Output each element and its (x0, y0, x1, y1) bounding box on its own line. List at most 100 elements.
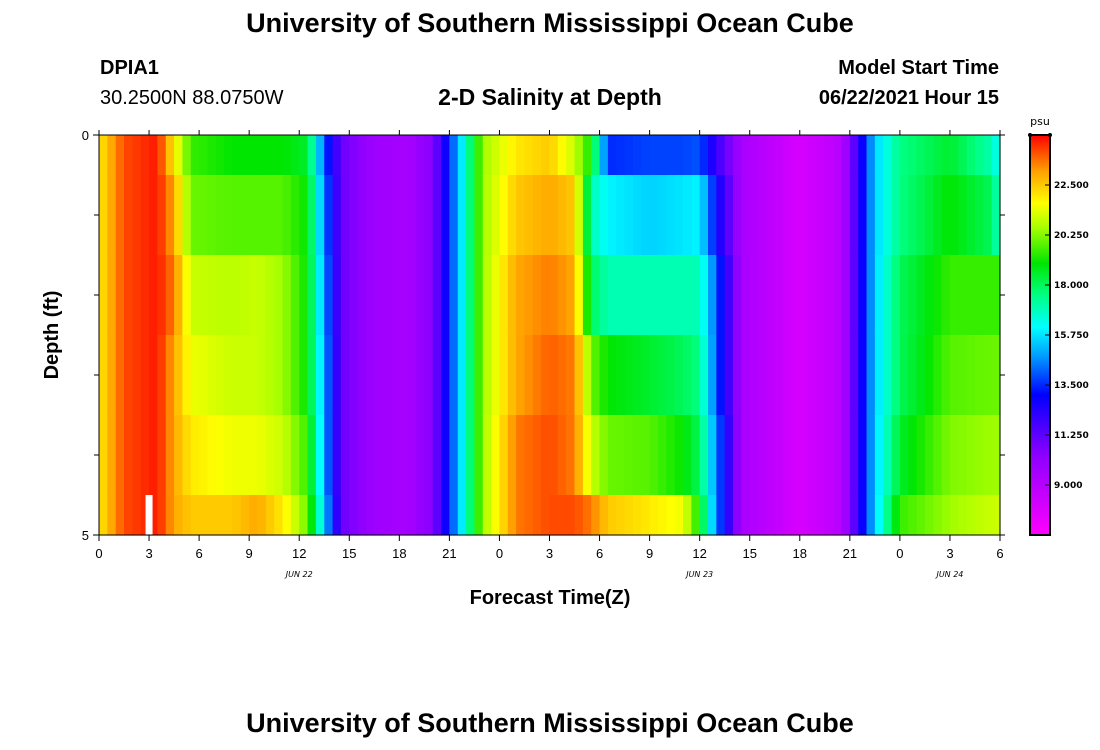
heatmap-cell (941, 415, 951, 496)
heatmap-cell (808, 495, 818, 536)
heatmap-cell (699, 495, 709, 536)
heatmap-cell (966, 495, 976, 536)
heatmap-cell (165, 255, 175, 336)
heatmap-cell (866, 255, 876, 336)
heatmap-cell (482, 175, 492, 256)
heatmap-cell (441, 415, 450, 496)
heatmap-cell (207, 495, 217, 536)
heatmap-cell (649, 415, 659, 496)
heatmap-cell (758, 495, 768, 536)
heatmap-cell (349, 335, 359, 416)
heatmap-cell (833, 255, 843, 336)
heatmap-cell (174, 255, 184, 336)
heatmap-cell (432, 495, 442, 536)
heatmap-cell (991, 255, 1001, 336)
heatmap-cell (240, 415, 250, 496)
heatmap-cell (432, 415, 442, 496)
heatmap-cell (107, 495, 117, 536)
heatmap-cell (916, 135, 926, 176)
heatmap-cell (966, 255, 976, 336)
x-tick-label: 6 (596, 546, 603, 561)
heatmap-cell (182, 255, 192, 336)
heatmap-cell (265, 135, 275, 176)
heatmap-cell (891, 255, 901, 336)
heatmap-cell (449, 495, 459, 536)
heatmap-cell (232, 175, 242, 256)
heatmap-cell (557, 335, 567, 416)
heatmap-cell (941, 335, 951, 416)
heatmap-cell (524, 255, 534, 336)
heatmap-cell (924, 175, 934, 256)
heatmap-cell (883, 175, 893, 256)
heatmap-cell (899, 255, 909, 336)
heatmap-cell (632, 255, 642, 336)
heatmap-cell (808, 335, 818, 416)
heatmap-cell (899, 415, 909, 496)
heatmap-cell (924, 255, 934, 336)
heatmap-cell (432, 255, 442, 336)
heatmap-cell (424, 495, 434, 536)
heatmap-cell (257, 135, 267, 176)
heatmap-cell (399, 415, 409, 496)
heatmap-cell (649, 495, 659, 536)
heatmap-cell (591, 415, 601, 496)
heatmap-cell (774, 495, 784, 536)
heatmap-cell (99, 495, 108, 536)
heatmap-cell (799, 335, 809, 416)
heatmap-cell (307, 135, 317, 176)
heatmap-cell (816, 255, 826, 336)
heatmap-cell (657, 335, 667, 416)
heatmap-cell (357, 335, 367, 416)
heatmap-cell (749, 495, 759, 536)
heatmap-cell (215, 415, 225, 496)
heatmap-cell (641, 135, 651, 176)
heatmap-cell (357, 255, 367, 336)
heatmap-cell (582, 255, 592, 336)
heatmap-cell (299, 255, 309, 336)
heatmap-cell (399, 175, 409, 256)
heatmap-cell (708, 415, 717, 496)
heatmap-cell (641, 335, 651, 416)
heatmap-cell (883, 415, 893, 496)
heatmap-cell (332, 415, 342, 496)
heatmap-cell (599, 335, 609, 416)
heatmap-cell (157, 175, 167, 256)
heatmap-cell (649, 255, 659, 336)
heatmap-cell (941, 495, 951, 536)
x-tick-label: 12 (692, 546, 706, 561)
heatmap-cell (140, 495, 150, 536)
y-tick-label: 0 (82, 128, 89, 143)
heatmap-cell (507, 495, 517, 536)
heatmap-cell (332, 255, 342, 336)
heatmap-cell (457, 335, 467, 416)
heatmap-cell (549, 415, 559, 496)
heatmap-cell (816, 415, 826, 496)
model-start-label: Model Start Time (838, 57, 999, 79)
heatmap-cell (866, 335, 876, 416)
heatmap-cell (474, 175, 484, 256)
heatmap-cell (966, 135, 976, 176)
heatmap-cell (224, 255, 234, 336)
heatmap-cell (541, 495, 551, 536)
heatmap-cell (357, 135, 367, 176)
heatmap-cell (274, 255, 284, 336)
heatmap-cell (124, 495, 133, 536)
heatmap-cell (691, 415, 701, 496)
heatmap-cell (190, 255, 200, 336)
heatmap-cell (716, 255, 726, 336)
heatmap-cell (791, 495, 801, 536)
heatmap-cell (265, 415, 275, 496)
heatmap-cell (824, 335, 834, 416)
heatmap-cell (933, 255, 943, 336)
heatmap-cell (449, 335, 459, 416)
heatmap-cell (416, 135, 425, 176)
heatmap-cell (315, 415, 325, 496)
heatmap-cell (257, 335, 267, 416)
heatmap-cell (224, 175, 234, 256)
heatmap-cell (215, 255, 225, 336)
heatmap-cell (682, 255, 692, 336)
heatmap-cell (132, 335, 142, 416)
heatmap-cell (482, 495, 492, 536)
heatmap-cell (991, 495, 1001, 536)
heatmap-cell (140, 415, 150, 496)
